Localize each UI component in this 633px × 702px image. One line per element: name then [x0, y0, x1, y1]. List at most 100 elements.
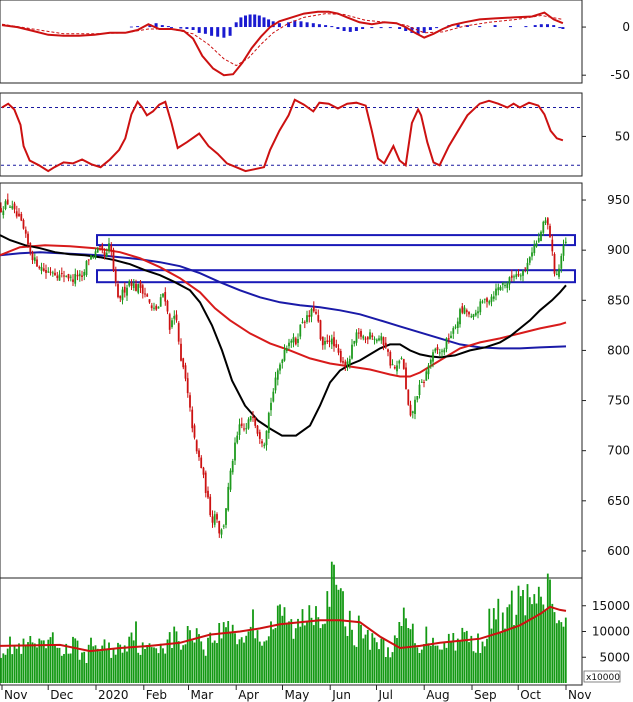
candle-body [0, 208, 2, 213]
candle-body [562, 244, 565, 256]
volume-bar [153, 647, 155, 683]
candle-body [171, 320, 173, 327]
candle-body [274, 377, 277, 391]
candle-body [202, 467, 205, 475]
candle-body [531, 252, 533, 257]
volume-bar [497, 598, 500, 683]
rsi-panel[interactable]: 50 [0, 92, 630, 177]
price-y-tick-label: 900 [607, 243, 630, 257]
candle-body [504, 285, 506, 287]
macd-histogram-bar [546, 24, 549, 28]
candle-body [497, 287, 500, 291]
candle-body [128, 281, 131, 286]
candle-body [137, 284, 140, 293]
month-tick-label: 2020 [98, 688, 129, 702]
candle-body [555, 273, 558, 275]
volume-bar [240, 637, 243, 683]
macd-histogram-bar [299, 21, 303, 28]
volume-bar [171, 648, 173, 683]
macd-histogram-bar [354, 27, 358, 31]
candle-body [108, 243, 110, 251]
macd-histogram-bar [197, 27, 201, 33]
volume-bar [267, 636, 270, 683]
candle-body [164, 292, 167, 302]
macd-histogram-bar [179, 27, 183, 29]
candle-body [549, 225, 551, 237]
candle-body [13, 203, 16, 210]
candle-body [211, 516, 214, 523]
volume-bar [132, 640, 135, 683]
macd-histogram-bar [465, 25, 469, 27]
candle-body [29, 243, 32, 253]
volume-bar [38, 638, 41, 683]
candle-body [308, 315, 311, 317]
candle-body [191, 409, 194, 429]
volume-bar [121, 652, 124, 683]
macd-histogram-bar [248, 14, 252, 27]
candle-body [56, 275, 59, 278]
volume-panel[interactable]: 15000 10000 5000 x10000 [0, 561, 630, 686]
volume-bar [245, 635, 248, 683]
volume-bar [4, 654, 7, 683]
macd-histogram-bar [361, 27, 365, 29]
price-panel[interactable]: 950 900 850 800 750 700 650 600 [0, 182, 630, 579]
candle-body [184, 365, 187, 379]
volume-bar [537, 586, 540, 683]
candle-body [96, 248, 99, 253]
volume-bar [524, 615, 527, 683]
candle-body [391, 364, 394, 366]
candle-body [150, 305, 153, 309]
volume-bar [27, 642, 29, 683]
candle-body [18, 213, 20, 217]
volume-bar [414, 643, 416, 683]
candle-body [351, 344, 353, 359]
volume-bar [564, 617, 567, 683]
volume-bar [290, 619, 293, 683]
candle-body [468, 311, 470, 315]
volume-bar [441, 649, 443, 683]
price-y-tick-label: 950 [607, 193, 630, 207]
macd-histogram-bar [277, 23, 281, 28]
volume-bar [13, 646, 16, 683]
volume-bar [506, 607, 509, 683]
volume-bar [452, 633, 455, 683]
support-resistance-zones [96, 234, 576, 284]
volume-bar [137, 652, 140, 683]
volume-bar [159, 643, 162, 683]
macd-histogram-bar [330, 26, 334, 28]
volume-bar [103, 639, 106, 683]
volume-bar [360, 624, 362, 683]
volume-bar [555, 623, 558, 683]
volume-bar [83, 651, 86, 683]
macd-panel[interactable]: 0 -50 [0, 0, 630, 84]
candle-body [486, 298, 488, 302]
candle-body [236, 435, 239, 443]
rsi-reference-lines [1, 107, 581, 166]
candle-body [288, 342, 290, 347]
candle-body [112, 249, 115, 271]
candle-body [452, 328, 455, 334]
volume-bar [33, 643, 36, 683]
candle-body [508, 277, 511, 285]
candle-body [369, 332, 371, 339]
month-tick-label: Feb [146, 688, 167, 702]
volume-bar [65, 643, 68, 683]
volume-bar [211, 642, 214, 683]
volume-bar [85, 663, 88, 683]
volume-bar [87, 644, 90, 683]
macd-histogram-bar [388, 27, 392, 29]
volume-bar [276, 605, 279, 683]
volume-bar [283, 607, 286, 683]
volume-bar [373, 637, 376, 683]
macd-histogram-bar [348, 27, 352, 32]
candle-body [283, 350, 286, 361]
candle-body [447, 338, 450, 340]
candle-body [537, 238, 540, 242]
volume-bar [76, 640, 79, 683]
volume-bar [391, 652, 394, 683]
candle-body [216, 514, 218, 520]
volume-bar [213, 640, 216, 683]
volume-bar [369, 649, 371, 683]
rsi-y-axis: 50 [582, 129, 630, 143]
